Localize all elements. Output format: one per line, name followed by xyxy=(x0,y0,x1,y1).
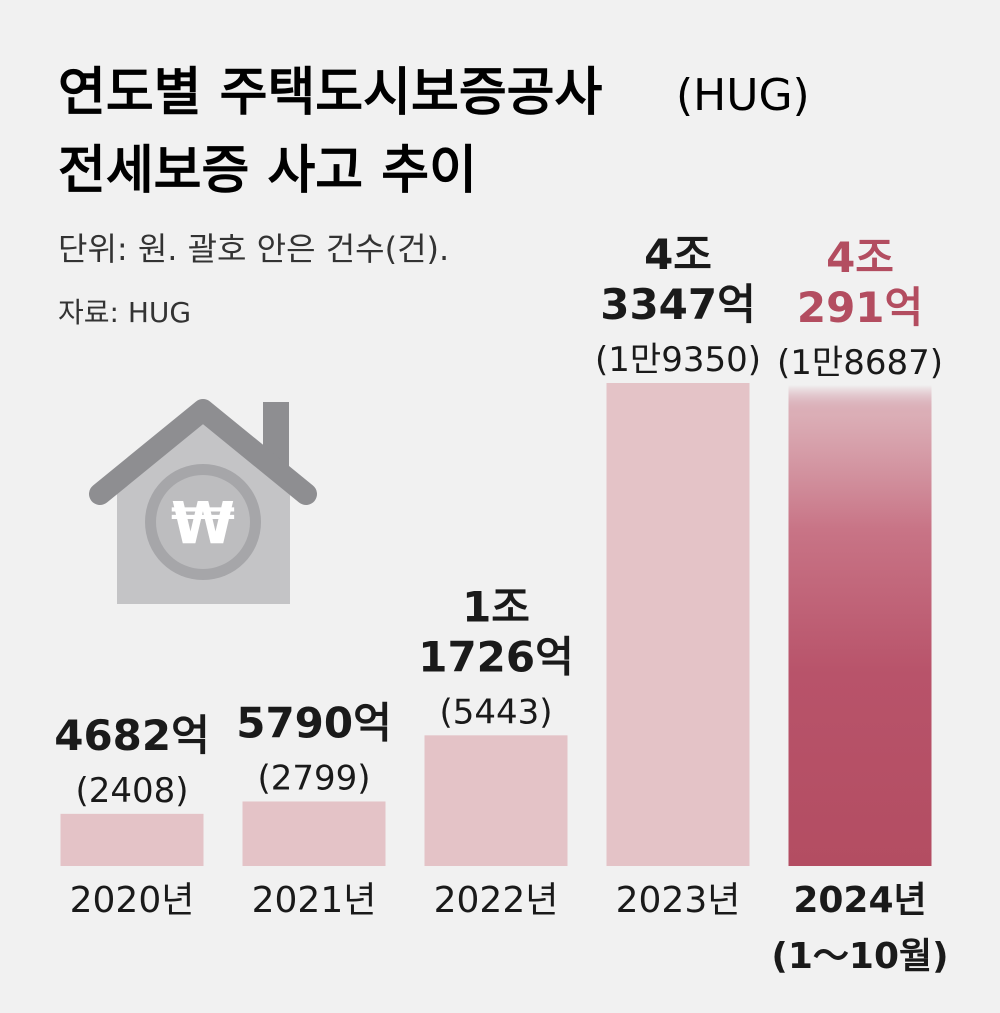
count-label: (1만8687) xyxy=(777,343,943,383)
x-axis-labels-group: 2020년 2021년 2022년 2023년 2024년 (1～10월) xyxy=(70,880,949,977)
x-axis-label: 2024년 xyxy=(793,880,926,921)
bars-group xyxy=(60,383,932,866)
chart-title-line1: 연도별 주택도시보증공사 xyxy=(58,63,603,123)
value-label: 4조 xyxy=(644,230,712,279)
won-sign-icon: ₩ xyxy=(145,464,261,580)
x-axis-label: 2020년 xyxy=(70,880,195,921)
chart-title-suffix: (HUG) xyxy=(676,70,810,121)
x-axis-label: 2023년 xyxy=(616,880,741,921)
x-axis-note: (1～10월) xyxy=(771,936,948,977)
value-label: 291억 xyxy=(797,283,923,332)
count-label: (1만9350) xyxy=(595,340,761,380)
count-label: (2408) xyxy=(75,771,188,811)
x-axis-label: 2021년 xyxy=(252,880,377,921)
bar-2023년 xyxy=(606,383,750,866)
unit-note: 단위: 원. 괄호 안은 건수(건). xyxy=(58,230,449,268)
x-axis-label: 2022년 xyxy=(434,880,559,921)
source-note: 자료: HUG xyxy=(58,296,191,329)
count-label: (2799) xyxy=(257,758,370,798)
bar-2021년 xyxy=(242,801,386,866)
value-label: 1726억 xyxy=(418,632,574,681)
bar-2020년 xyxy=(60,813,204,866)
count-label: (5443) xyxy=(439,692,552,732)
value-label: 5790억 xyxy=(236,698,392,747)
bar-2022년 xyxy=(424,735,568,866)
value-label: 1조 xyxy=(462,582,530,631)
chart-title-line2: 전세보증 사고 추이 xyxy=(58,141,477,201)
value-label: 4조 xyxy=(826,233,894,282)
bar-2024년 xyxy=(788,385,932,866)
won-glyph: ₩ xyxy=(171,489,235,557)
value-label: 4682억 xyxy=(54,711,210,760)
value-label: 3347억 xyxy=(600,280,756,329)
